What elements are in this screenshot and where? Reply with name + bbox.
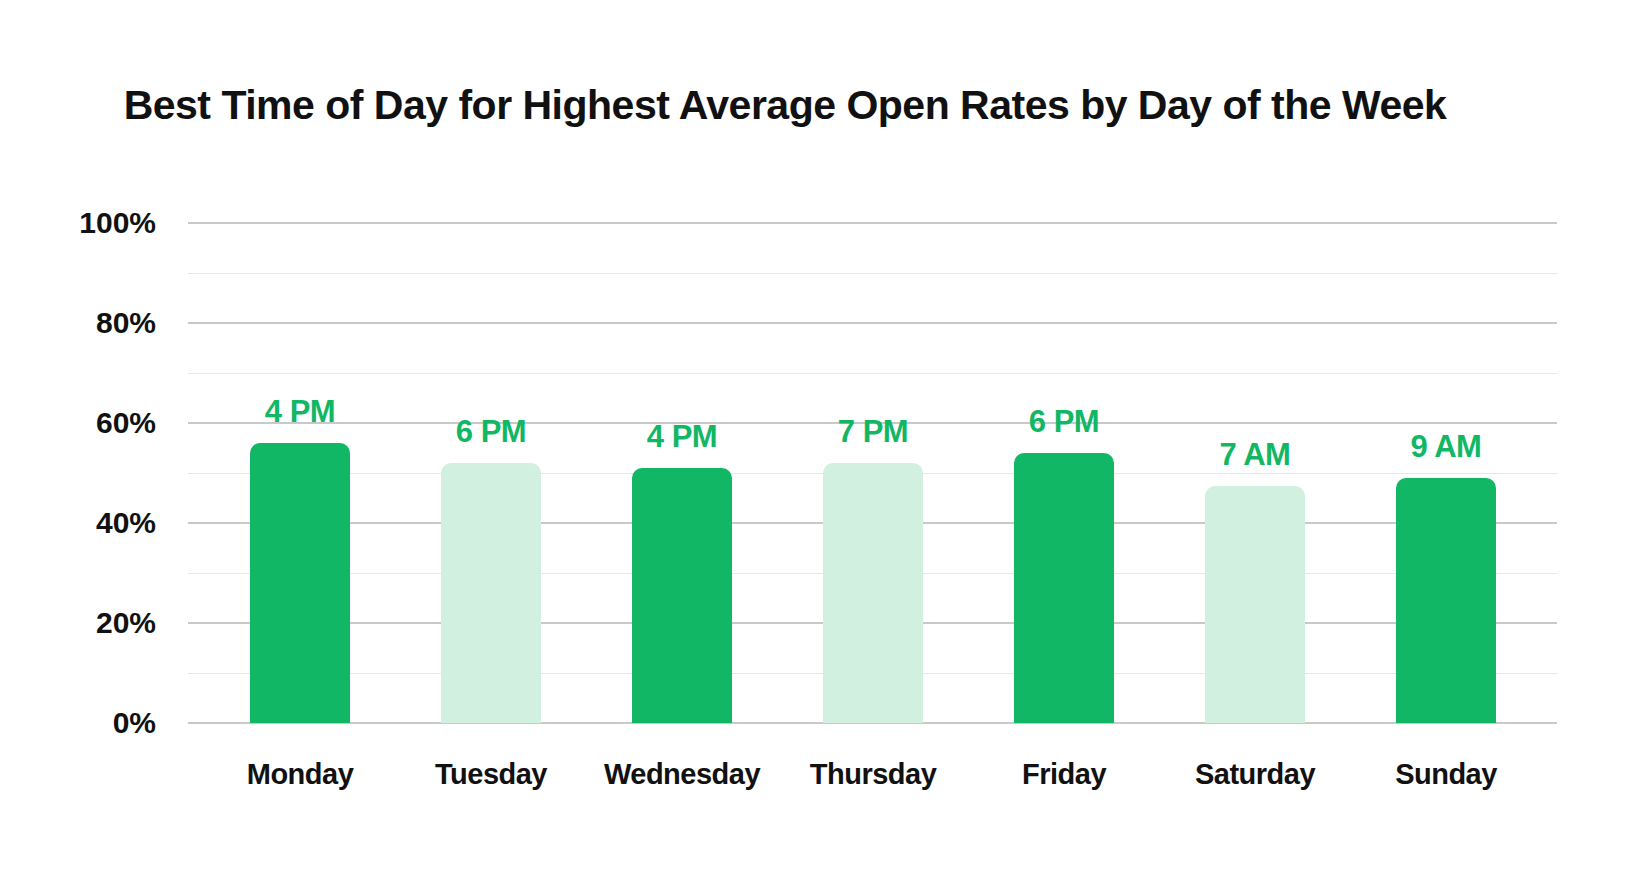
x-tick-label-saturday: Saturday <box>1160 758 1350 791</box>
gridline-major <box>188 322 1557 324</box>
bar-time-label-wednesday: 4 PM <box>587 420 777 454</box>
y-tick-label: 80% <box>0 307 156 339</box>
bar-time-label-thursday: 7 PM <box>778 415 968 449</box>
bar-saturday <box>1205 486 1305 724</box>
x-tick-label-sunday: Sunday <box>1351 758 1541 791</box>
bar-wednesday <box>632 468 732 723</box>
x-tick-label-friday: Friday <box>969 758 1159 791</box>
bar-thursday <box>823 463 923 723</box>
x-tick-label-tuesday: Tuesday <box>396 758 586 791</box>
chart-title: Best Time of Day for Highest Average Ope… <box>0 82 1570 129</box>
gridline-minor <box>188 373 1557 374</box>
y-tick-label: 60% <box>0 407 156 439</box>
gridline-major <box>188 222 1557 224</box>
x-tick-label-wednesday: Wednesday <box>587 758 777 791</box>
bar-time-label-saturday: 7 AM <box>1160 438 1350 472</box>
y-tick-label: 100% <box>0 207 156 239</box>
bar-time-label-friday: 6 PM <box>969 405 1159 439</box>
x-tick-label-thursday: Thursday <box>778 758 968 791</box>
bar-sunday <box>1396 478 1496 723</box>
y-tick-label: 40% <box>0 507 156 539</box>
y-tick-label: 20% <box>0 607 156 639</box>
bar-tuesday <box>441 463 541 723</box>
bar-monday <box>250 443 350 723</box>
bar-friday <box>1014 453 1114 723</box>
x-tick-label-monday: Monday <box>205 758 395 791</box>
bar-time-label-monday: 4 PM <box>205 395 395 429</box>
bar-time-label-sunday: 9 AM <box>1351 430 1541 464</box>
bar-time-label-tuesday: 6 PM <box>396 415 586 449</box>
gridline-minor <box>188 273 1557 274</box>
plot-area: 4 PM6 PM4 PM7 PM6 PM7 AM9 AM <box>188 223 1557 723</box>
y-tick-label: 0% <box>0 707 156 739</box>
